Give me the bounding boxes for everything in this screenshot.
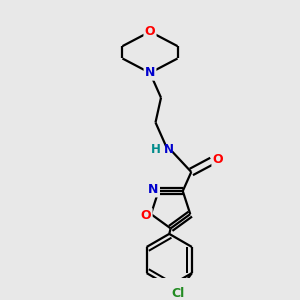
Text: O: O xyxy=(141,209,152,222)
Text: H: H xyxy=(151,143,161,156)
Text: N: N xyxy=(148,183,159,196)
Text: O: O xyxy=(145,25,155,38)
Text: N: N xyxy=(164,143,174,156)
Text: O: O xyxy=(213,153,223,166)
Text: Cl: Cl xyxy=(172,287,185,300)
Text: N: N xyxy=(145,66,155,80)
